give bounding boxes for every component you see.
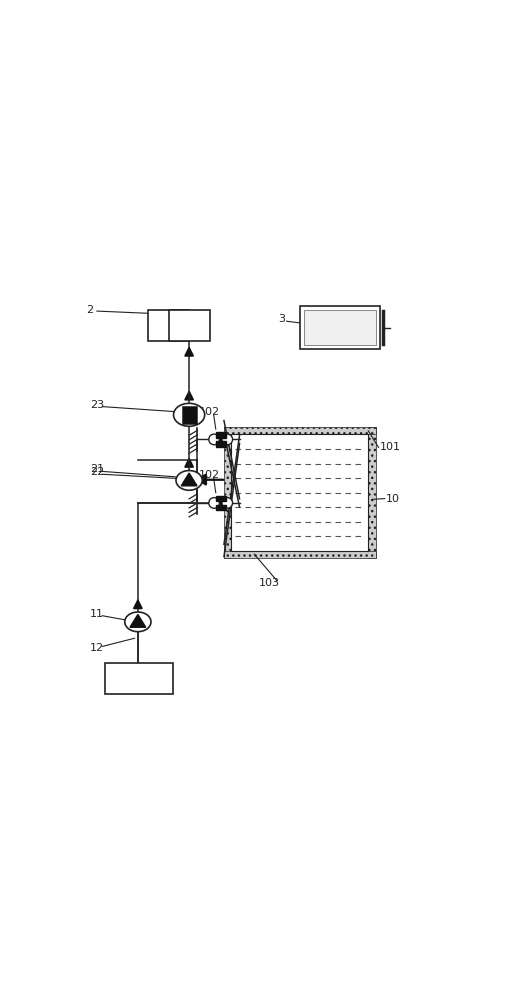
Text: 12: 12 (90, 643, 104, 653)
Bar (224, 427, 231, 558)
Text: 2: 2 (86, 305, 94, 315)
Text: 102: 102 (199, 470, 220, 480)
Polygon shape (216, 432, 225, 447)
Bar (224, 551, 376, 558)
Text: 氥青儲料罐: 氥青儲料罐 (126, 674, 151, 683)
Ellipse shape (125, 612, 151, 632)
Text: 21: 21 (90, 464, 104, 474)
Polygon shape (216, 496, 225, 510)
Circle shape (222, 434, 233, 445)
Polygon shape (130, 614, 146, 627)
Text: 11: 11 (90, 609, 104, 619)
Text: 23: 23 (90, 400, 104, 410)
Bar (183, 407, 196, 423)
Polygon shape (181, 473, 197, 486)
Bar (300, 306, 380, 349)
Text: 计量罐: 计量罐 (161, 321, 176, 330)
Circle shape (209, 498, 220, 508)
Bar (231, 434, 368, 551)
Bar (169, 310, 209, 341)
Bar (105, 663, 172, 694)
Circle shape (222, 498, 233, 508)
Text: 101: 101 (380, 442, 401, 452)
Bar (148, 310, 189, 341)
Bar (224, 427, 376, 434)
Text: 22: 22 (90, 467, 104, 477)
Circle shape (209, 434, 220, 445)
Ellipse shape (176, 471, 202, 490)
Text: 102: 102 (199, 407, 220, 417)
Bar (368, 427, 376, 558)
Bar (304, 310, 376, 345)
Text: 计量罐: 计量罐 (181, 321, 197, 330)
Text: 103: 103 (259, 578, 280, 588)
Ellipse shape (174, 403, 205, 426)
Text: 10: 10 (386, 494, 400, 504)
Text: 3: 3 (278, 314, 286, 324)
